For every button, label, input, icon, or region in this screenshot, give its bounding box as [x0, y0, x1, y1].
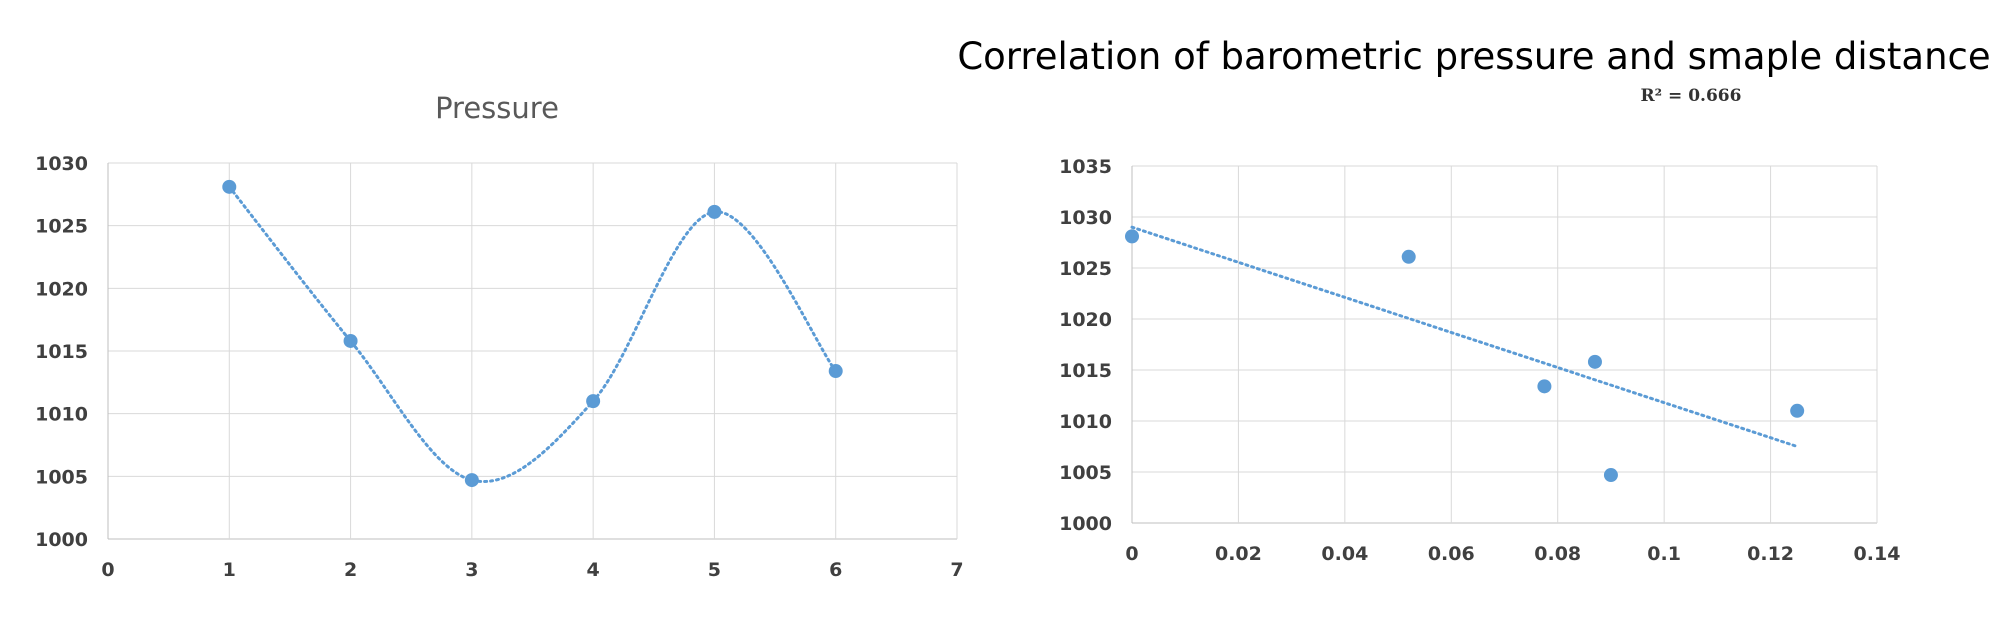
x-tick-label: 4: [587, 559, 600, 581]
data-point: [1790, 403, 1805, 418]
data-point: [343, 333, 358, 348]
y-tick-label: 1025: [1059, 258, 1112, 280]
pressure-chart-grid: [107, 162, 958, 540]
x-tick-label: 6: [829, 559, 842, 581]
correlation-chart: Correlation of barometric pressure and s…: [957, 35, 1990, 565]
x-tick-label: 0.12: [1747, 543, 1794, 565]
pressure-chart-trendline: [227, 185, 838, 483]
y-tick-label: 1010: [35, 404, 88, 426]
pressure-chart-y-ticks: 1000 1005 1010 1015 1020 1025 1030: [35, 153, 88, 551]
x-tick-label: 1: [223, 559, 236, 581]
data-point: [828, 364, 843, 379]
y-tick-label: 1030: [35, 153, 88, 175]
y-tick-label: 1005: [35, 466, 88, 488]
x-tick-label: 7: [950, 559, 963, 581]
y-tick-label: 1030: [1059, 207, 1112, 229]
data-point: [707, 204, 722, 219]
data-point: [1401, 249, 1416, 264]
y-tick-label: 1000: [35, 529, 88, 551]
correlation-chart-x-ticks: 0 0.02 0.04 0.06 0.08 0.1 0.12 0.14: [1125, 543, 1900, 565]
correlation-chart-grid: [1131, 165, 1878, 524]
x-tick-label: 5: [708, 559, 721, 581]
x-tick-label: 3: [465, 559, 478, 581]
x-tick-label: 0.08: [1534, 543, 1581, 565]
y-tick-label: 1015: [1059, 360, 1112, 382]
data-point: [1587, 354, 1602, 369]
correlation-chart-title: Correlation of barometric pressure and s…: [957, 35, 1990, 78]
correlation-chart-y-ticks: 1000 1005 1010 1015 1020 1025 1030 1035: [1059, 156, 1112, 535]
x-tick-label: 0: [1125, 543, 1138, 565]
data-point: [464, 473, 479, 488]
y-tick-label: 1005: [1059, 462, 1112, 484]
y-tick-label: 1000: [1059, 513, 1112, 535]
r-squared-annotation: R² = 0.666: [1641, 86, 1742, 106]
data-point: [1537, 379, 1552, 394]
y-tick-label: 1035: [1059, 156, 1112, 178]
y-tick-label: 1015: [35, 341, 88, 363]
pressure-chart-x-ticks: 0 1 2 3 4 5 6 7: [101, 559, 963, 581]
y-tick-label: 1020: [35, 278, 88, 300]
data-point: [1603, 468, 1618, 483]
y-tick-label: 1010: [1059, 411, 1112, 433]
x-tick-label: 0.02: [1215, 543, 1262, 565]
data-point: [1125, 229, 1139, 244]
pressure-chart-title: Pressure: [435, 91, 559, 125]
pressure-chart-points: [222, 179, 843, 488]
x-tick-label: 0.1: [1647, 543, 1681, 565]
data-point: [222, 179, 237, 194]
correlation-chart-points: [1125, 229, 1805, 483]
x-tick-label: 0.06: [1428, 543, 1475, 565]
x-tick-label: 0.04: [1321, 543, 1368, 565]
data-point: [586, 394, 601, 409]
x-tick-label: 2: [344, 559, 357, 581]
correlation-chart-trendline: [1130, 225, 1799, 448]
y-tick-label: 1020: [1059, 309, 1112, 331]
y-tick-label: 1025: [35, 216, 88, 238]
x-tick-label: 0.14: [1854, 543, 1901, 565]
x-tick-label: 0: [101, 559, 114, 581]
